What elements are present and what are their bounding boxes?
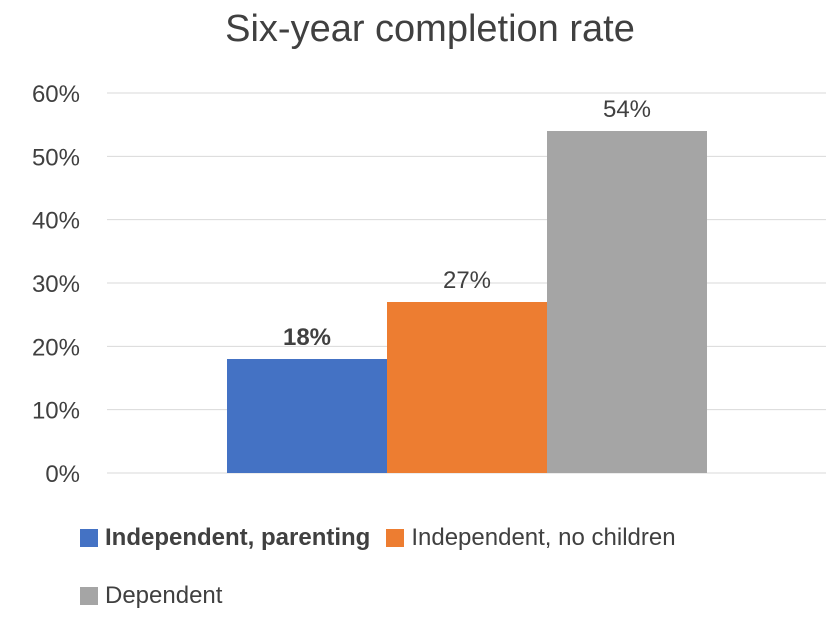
legend-item-independent-no-children: Independent, no children (386, 524, 676, 552)
legend-label-independent-parenting: Independent, parenting (105, 524, 371, 551)
legend: Independent, parenting Independent, no c… (80, 522, 820, 638)
bar-independent-parenting (227, 359, 387, 473)
y-tick-label: 10% (32, 398, 80, 425)
y-axis-ticks: 0% 10% 20% 30% 40% 50% 60% (32, 81, 80, 488)
legend-swatch-independent-parenting (80, 529, 98, 547)
bar-chart-plot: 0% 10% 20% 30% 40% 50% 60% 18% 27% 54% (32, 81, 826, 488)
y-tick-label: 30% (32, 271, 80, 298)
y-tick-label: 60% (32, 81, 80, 108)
legend-swatch-independent-no-children (386, 529, 405, 547)
data-label: 54% (603, 96, 651, 123)
bar-independent-no-children (387, 302, 547, 473)
chart-title: Six-year completion rate (225, 8, 635, 50)
y-tick-label: 20% (32, 334, 80, 361)
data-label: 27% (443, 267, 491, 294)
legend-row-1: Independent, parenting Independent, no c… (80, 522, 820, 554)
legend-item-independent-parenting: Independent, parenting (80, 524, 370, 552)
legend-item-dependent: Dependent (80, 582, 222, 610)
bar-dependent (547, 131, 707, 473)
legend-label-dependent: Dependent (105, 582, 223, 609)
y-tick-label: 0% (45, 461, 80, 488)
data-labels: 18% 27% 54% (283, 96, 651, 351)
legend-label-independent-no-children: Independent, no children (411, 524, 676, 551)
data-label: 18% (283, 324, 331, 351)
y-tick-label: 40% (32, 208, 80, 235)
bars (227, 131, 707, 473)
legend-swatch-dependent (80, 587, 98, 605)
legend-row-2: Dependent (80, 580, 820, 612)
y-tick-label: 50% (32, 144, 80, 171)
